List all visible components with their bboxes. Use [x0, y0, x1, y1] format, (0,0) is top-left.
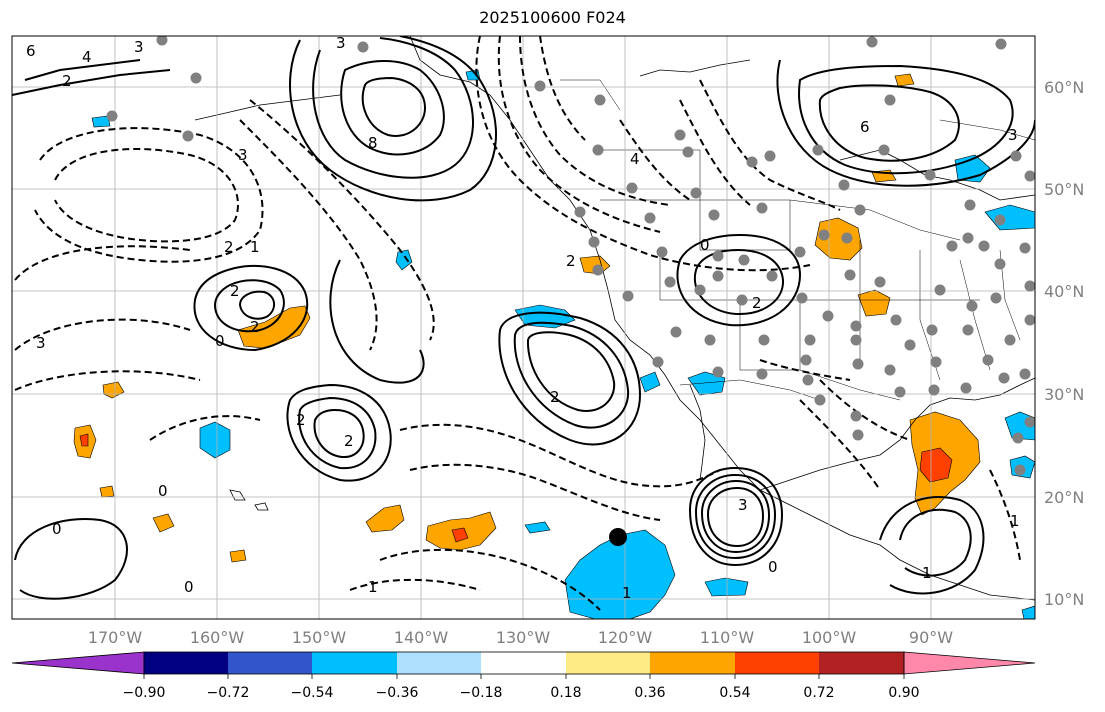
- positive-shade: [894, 73, 915, 87]
- negative-shade: [687, 371, 726, 396]
- lat-label: 20°N: [1044, 488, 1084, 507]
- contour-label: 3: [134, 38, 144, 56]
- colorbar-extend-right: [903, 651, 1036, 675]
- contour-labels: 6 4 3 2 8 6 3 2 2 0 3 2 2 0 0 2 2 1 0 1 …: [26, 34, 1020, 602]
- strong-positive-shade: [79, 433, 89, 447]
- colorbar-tick-label: −0.18: [460, 685, 503, 701]
- gridlines: [12, 36, 1035, 619]
- contour-label: 2: [344, 432, 354, 450]
- lat-label: 50°N: [1044, 180, 1084, 199]
- contour-label: 3: [738, 496, 748, 514]
- positive-shade: [152, 513, 175, 533]
- contour-label: 4: [630, 150, 640, 168]
- positive-shade: [365, 504, 405, 533]
- lat-label: 60°N: [1044, 78, 1084, 97]
- colorbar-segment: [312, 652, 397, 674]
- colorbar-tick-label: −0.54: [291, 685, 334, 701]
- contour-label: 2: [550, 388, 560, 406]
- negative-shade: [524, 521, 551, 534]
- contour-label: 1: [250, 238, 260, 256]
- lon-label: 120°W: [598, 628, 653, 647]
- lon-label: 90°W: [909, 628, 953, 647]
- negative-shade: [199, 421, 231, 459]
- contour-label: 2: [296, 411, 306, 429]
- negative-shade: [704, 577, 749, 597]
- map-frame: [11, 35, 1036, 620]
- lon-label: 170°W: [88, 628, 143, 647]
- contour-label: 0: [215, 332, 225, 350]
- positive-shade: [814, 217, 863, 261]
- latitude-labels: 60°N 50°N 40°N 30°N 20°N 10°N: [1044, 78, 1084, 609]
- positive-contours: [12, 36, 1035, 600]
- colorbar-segment: [397, 652, 481, 674]
- colorbar-extend-left: [11, 651, 145, 675]
- contour-label: 0: [52, 520, 62, 538]
- lon-label: 100°W: [802, 628, 857, 647]
- negative-contours: [14, 36, 1021, 611]
- contour-label: 1: [368, 578, 378, 596]
- observation-point: [609, 528, 627, 546]
- contour-label: 2: [224, 238, 234, 256]
- contour-label: 0: [768, 558, 778, 576]
- positive-shade: [237, 305, 311, 349]
- contour-label: 1: [1010, 512, 1020, 530]
- colorbar-segment: [650, 652, 735, 674]
- negative-shade: [639, 371, 661, 393]
- contour-label: 0: [184, 578, 194, 596]
- contour-label: 4: [82, 48, 92, 66]
- contour-label: 0: [700, 236, 710, 254]
- contour-label: 6: [860, 118, 870, 136]
- lon-label: 140°W: [394, 628, 449, 647]
- contour-label: 2: [250, 318, 260, 336]
- contour-label: 2: [62, 72, 72, 90]
- contour-label: 6: [26, 42, 36, 60]
- positive-shade: [229, 549, 247, 563]
- map-title: 2025100600 F024: [479, 8, 626, 27]
- lon-label: 110°W: [700, 628, 755, 647]
- colorbar-segment: [144, 652, 228, 674]
- negative-shade: [1021, 605, 1035, 619]
- lat-label: 10°N: [1044, 590, 1084, 609]
- colorbar-segment: [819, 652, 904, 674]
- colorbar-tick-label: −0.72: [207, 685, 250, 701]
- colorbar: −0.90 −0.72 −0.54 −0.36 −0.18 0.18 0.36 …: [11, 651, 1036, 701]
- colorbar-tick-label: −0.90: [123, 685, 166, 701]
- colorbar-segment: [228, 652, 312, 674]
- contour-label: 3: [336, 34, 346, 52]
- lat-label: 30°N: [1044, 385, 1084, 404]
- contour-label: 2: [752, 294, 762, 312]
- contour-label: 3: [238, 146, 248, 164]
- negative-shade: [564, 529, 676, 619]
- colorbar-tick-label: 0.72: [803, 685, 834, 701]
- colorbar-tick-label: −0.36: [376, 685, 419, 701]
- map-area: [12, 36, 1035, 619]
- colorbar-segment: [481, 652, 566, 674]
- contour-label: 1: [922, 564, 932, 582]
- colorbar-segment: [566, 652, 650, 674]
- station-dots: [106, 36, 1035, 476]
- strong-positive-shade: [919, 447, 953, 483]
- colorbar-tick-label: 0.18: [550, 685, 581, 701]
- contour-label: 2: [230, 282, 240, 300]
- contour-label: 0: [158, 482, 168, 500]
- lon-label: 130°W: [496, 628, 551, 647]
- colorbar-segment: [735, 652, 819, 674]
- contour-label: 3: [1008, 126, 1018, 144]
- colorbar-tick-label: 0.54: [719, 685, 750, 701]
- contour-label: 2: [566, 252, 576, 270]
- negative-shade: [395, 249, 413, 271]
- lat-label: 40°N: [1044, 282, 1084, 301]
- contour-label: 3: [36, 334, 46, 352]
- lon-label: 160°W: [190, 628, 245, 647]
- colorbar-tick-label: 0.36: [634, 685, 665, 701]
- longitude-labels: 170°W 160°W 150°W 140°W 130°W 120°W 110°…: [88, 628, 953, 647]
- positive-shade: [99, 485, 115, 498]
- lon-label: 150°W: [292, 628, 347, 647]
- negative-shade: [91, 115, 111, 128]
- strong-positive-shade: [451, 527, 469, 543]
- contour-label: 1: [622, 584, 632, 602]
- contour-label: 8: [368, 134, 378, 152]
- colorbar-tick-label: 0.90: [888, 685, 919, 701]
